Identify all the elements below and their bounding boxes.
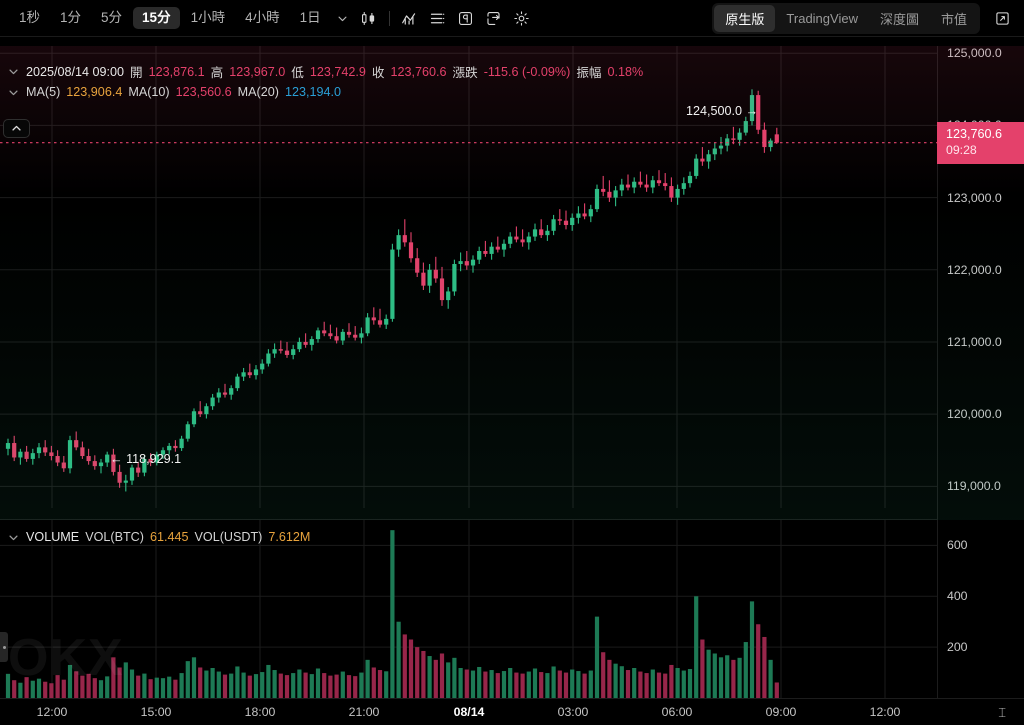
ohlc-datetime: 2025/08/14 09:00: [26, 64, 125, 79]
view-tab-1[interactable]: TradingView: [786, 10, 858, 26]
fullscreen-icon[interactable]: [989, 6, 1015, 30]
timeframe-5[interactable]: 4小時: [245, 9, 280, 25]
time-tick-7: 09:00: [765, 705, 797, 719]
price-tick-5: 120,000.0: [947, 407, 1002, 422]
price-tick-0: 125,000.0: [947, 46, 1002, 61]
ma5-value: 123,906.4: [66, 85, 123, 99]
close-label: 收: [371, 66, 385, 80]
ohlc-legend: 2025/08/14 09:00 開 123,876.1 高 123,967.0…: [8, 62, 643, 81]
time-tick-5: 03:00: [557, 705, 589, 719]
timeframe-4[interactable]: 1小時: [190, 9, 226, 25]
collapse-ma-icon[interactable]: [8, 87, 19, 98]
vol-usdt-label: VOL(USDT): [194, 530, 263, 544]
timeframe-6[interactable]: 1日: [299, 9, 321, 25]
price-chart-pane[interactable]: [0, 46, 937, 508]
time-tick-1: 15:00: [140, 705, 172, 719]
ma20-value: 123,194.0: [284, 85, 341, 99]
indicator-icon[interactable]: [396, 5, 424, 31]
close-value: 123,760.6: [390, 64, 447, 79]
price-tick-6: 119,000.0: [947, 479, 1001, 494]
volume-title: VOLUME: [26, 530, 80, 544]
ma20-label: MA(20): [237, 85, 279, 99]
change-value: -115.6 (-0.09%): [483, 64, 571, 79]
volume-chart-pane[interactable]: [0, 520, 937, 698]
timeframe-3[interactable]: 15分: [133, 6, 180, 30]
view-tab-0[interactable]: 原生版: [714, 4, 776, 32]
list-icon[interactable]: [424, 5, 452, 31]
pane-divider: [0, 519, 937, 520]
more-timeframes-button[interactable]: [330, 10, 355, 27]
view-tab-3[interactable]: 市值: [940, 11, 967, 27]
amplitude-value: 0.18%: [607, 64, 644, 79]
view-segments: 原生版 TradingView 深度圖 市值: [712, 2, 980, 34]
view-tab-2[interactable]: 深度圖: [879, 11, 919, 27]
snapshot-icon[interactable]: [452, 5, 480, 31]
open-value: 123,876.1: [148, 64, 205, 79]
time-tick-2: 18:00: [244, 705, 276, 719]
gear-icon[interactable]: [508, 5, 536, 31]
view-switch-group: 原生版 TradingView 深度圖 市值: [712, 2, 1024, 34]
volume-tick-1: 400: [947, 589, 968, 604]
time-tick-4: 08/14: [453, 705, 485, 719]
time-tick-6: 06:00: [661, 705, 693, 719]
amplitude-label: 振幅: [576, 66, 602, 80]
volume-tick-0: 600: [947, 538, 968, 553]
low-label: 低: [291, 66, 304, 80]
timeframe-0[interactable]: 1秒: [19, 9, 41, 25]
low-value: 123,742.9: [309, 64, 366, 79]
vol-btc-label: VOL(BTC): [85, 530, 144, 544]
toolbar-divider: [388, 10, 390, 26]
candle-type-icon[interactable]: [355, 5, 383, 31]
current-price-time: 09:28: [946, 142, 977, 157]
vol-btc-value: 61.445: [149, 530, 189, 544]
price-tick-2: 123,000.0: [947, 190, 1002, 205]
share-icon[interactable]: [480, 5, 508, 31]
ma10-value: 123,560.6: [175, 85, 232, 99]
change-label: 漲跌: [452, 66, 478, 80]
vol-usdt-value: 7.612M: [268, 530, 311, 544]
candlestick-plot: [0, 46, 937, 508]
side-drawer-handle[interactable]: [0, 632, 8, 662]
timeframe-group: 1秒 1分 5分 15分 1小時 4小時 1日: [0, 6, 330, 30]
crosshair-cursor-icon[interactable]: ⌶: [998, 705, 1006, 720]
ma-legend: MA(5) 123,906.4 MA(10) 123,560.6 MA(20) …: [8, 85, 341, 99]
high-label: 高: [210, 66, 224, 80]
high-value: 123,967.0: [229, 64, 286, 79]
ma5-label: MA(5): [26, 85, 61, 99]
timeframe-1[interactable]: 1分: [60, 9, 82, 25]
price-tick-4: 121,000.0: [947, 334, 1002, 349]
current-price-value: 123,760.6: [946, 127, 1003, 142]
open-label: 開: [130, 66, 143, 80]
volume-legend: VOLUME VOL(BTC) 61.445 VOL(USDT) 7.612M: [8, 530, 310, 544]
volume-plot: [0, 520, 937, 698]
current-price-badge: 123,760.6 09:28: [937, 121, 1024, 164]
axis-divider: [937, 46, 938, 698]
time-tick-3: 21:00: [348, 705, 380, 719]
time-tick-8: 12:00: [869, 705, 901, 719]
time-axis[interactable]: ⌶ 12:00 15:00 18:00 21:00 08/14 03:00 06:00 09:…: [0, 698, 1024, 725]
collapse-ohlc-icon[interactable]: [8, 66, 19, 77]
collapse-panel-button[interactable]: [3, 119, 30, 138]
collapse-volume-icon[interactable]: [8, 532, 19, 543]
price-tick-3: 122,000.0: [947, 262, 1002, 277]
volume-axis[interactable]: 600 400 200: [937, 520, 1024, 698]
price-axis[interactable]: 125,000.0124,000.0123,000.0122,000.0121,…: [937, 46, 1024, 508]
ma10-label: MA(10): [128, 85, 170, 99]
chart-toolbar: 1秒 1分 5分 15分 1小時 4小時 1日: [0, 0, 1024, 37]
time-tick-0: 12:00: [36, 705, 68, 719]
volume-tick-2: 200: [947, 640, 968, 655]
timeframe-2[interactable]: 5分: [101, 9, 123, 25]
high-price-marker: 124,500.0 →: [686, 104, 759, 118]
low-price-marker: ← 118,929.1: [110, 452, 182, 466]
